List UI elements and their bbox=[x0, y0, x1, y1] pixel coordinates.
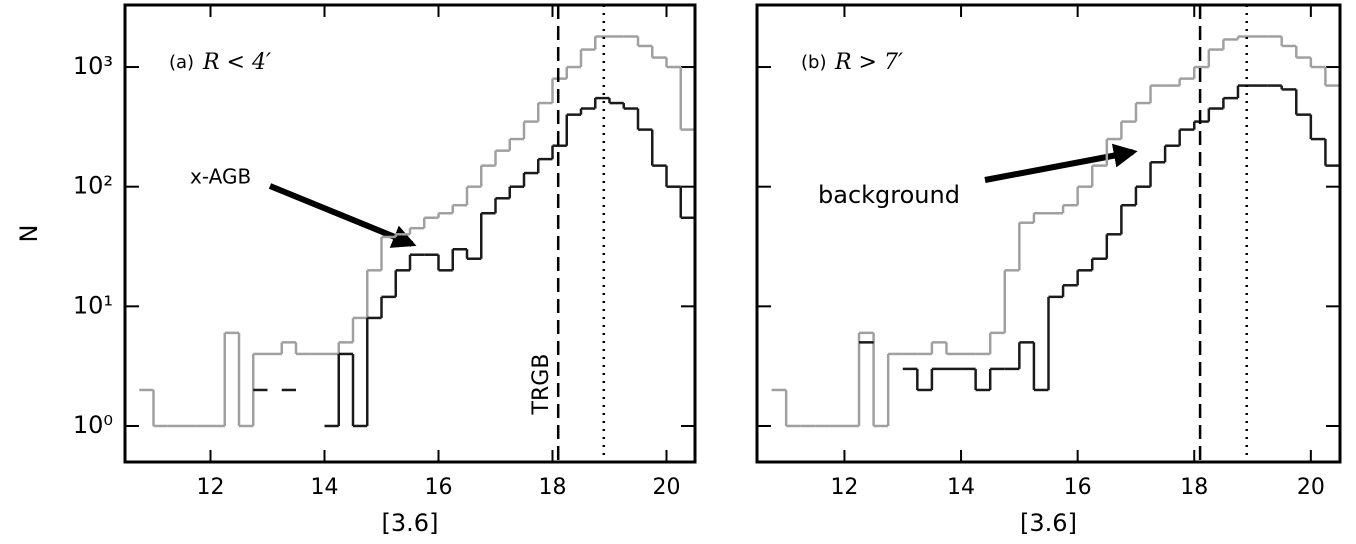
x-tick-label: 18 bbox=[1180, 475, 1208, 500]
panel-label: (b) bbox=[801, 52, 826, 73]
x-tick-label: 20 bbox=[653, 475, 681, 500]
y-tick-label: 10³ bbox=[73, 52, 113, 80]
x-tick-label: 20 bbox=[1297, 475, 1325, 500]
annotation: background bbox=[818, 181, 960, 209]
plot-frame bbox=[755, 3, 1342, 464]
x-axis-label: [3.6] bbox=[382, 509, 439, 537]
x-axis-label: [3.6] bbox=[1020, 509, 1077, 537]
subset-label: R < 4′ bbox=[202, 50, 271, 75]
reference-label: TRGB bbox=[529, 354, 554, 416]
y-tick-label: 10² bbox=[73, 172, 113, 200]
plot-frame bbox=[123, 3, 697, 464]
arrow bbox=[984, 143, 1138, 183]
x-tick-label: 18 bbox=[539, 475, 567, 500]
annotation: x-AGB bbox=[190, 165, 251, 189]
y-tick-label: 10¹ bbox=[73, 291, 113, 319]
y-tick-label: 10⁰ bbox=[73, 411, 113, 439]
x-tick-label: 16 bbox=[1064, 475, 1092, 500]
x-tick-label: 12 bbox=[197, 475, 225, 500]
panel-label: (a) bbox=[169, 52, 194, 73]
y-axis-label: N bbox=[15, 225, 43, 243]
x-tick-label: 14 bbox=[311, 475, 339, 500]
arrow bbox=[268, 183, 417, 248]
x-tick-label: 14 bbox=[947, 475, 975, 500]
x-tick-label: 12 bbox=[830, 475, 858, 500]
subset-label: R > 7′ bbox=[834, 50, 903, 75]
x-tick-label: 16 bbox=[425, 475, 453, 500]
